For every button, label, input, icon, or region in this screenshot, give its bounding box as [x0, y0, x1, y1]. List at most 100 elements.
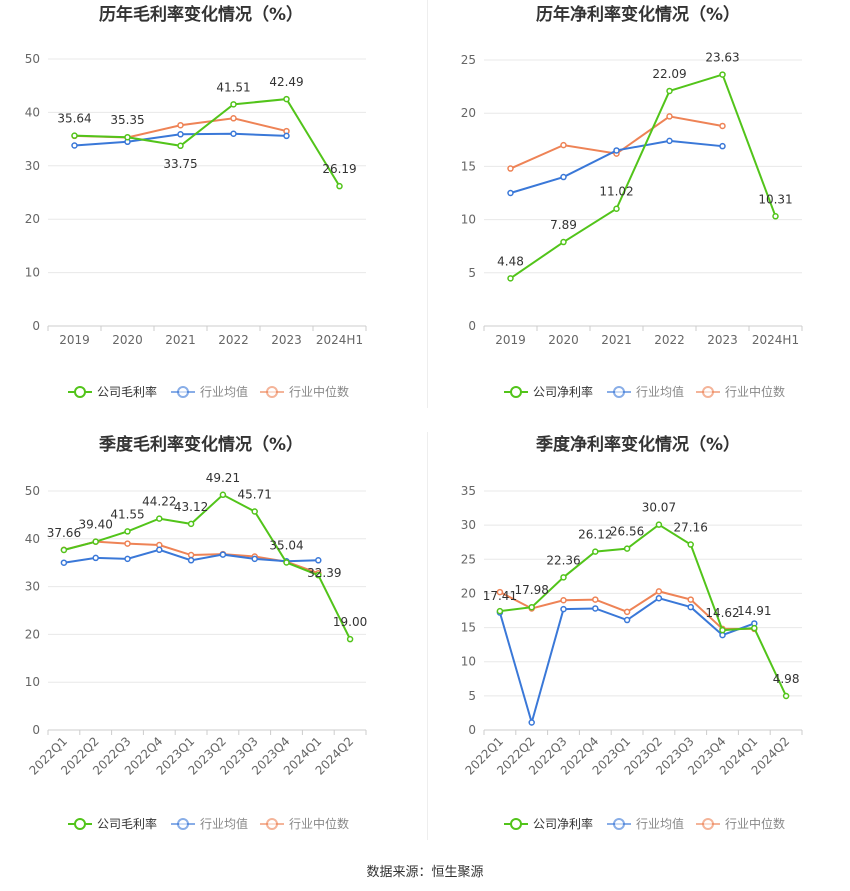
data-label: 39.40 — [79, 518, 113, 532]
data-point-company — [772, 213, 779, 220]
data-point-company — [782, 692, 790, 700]
data-label: 43.12 — [174, 500, 208, 514]
data-point-industry_avg — [124, 555, 131, 563]
y-tick-label: 15 — [461, 159, 476, 173]
data-point-industry_avg — [655, 594, 663, 602]
legend-label: 行业中位数 — [725, 384, 785, 399]
data-point-industry_median — [560, 597, 567, 604]
data-label: 7.89 — [550, 218, 577, 232]
data-point-company — [613, 205, 620, 212]
legend-marker — [74, 818, 86, 830]
y-tick-label: 0 — [468, 723, 476, 737]
data-point-industry_median — [560, 141, 567, 149]
data-label: 49.21 — [206, 471, 240, 485]
data-point-company — [92, 538, 99, 545]
data-label: 44.22 — [142, 495, 176, 509]
series-line-company — [63, 493, 351, 640]
panel-divider-top — [427, 0, 428, 408]
data-label: 14.91 — [737, 604, 771, 618]
data-label: 37.66 — [47, 526, 81, 540]
data-point-industry_avg — [230, 130, 237, 138]
legend-item-industry_median: 行业中位数 — [260, 816, 349, 831]
data-label: 35.64 — [57, 112, 91, 126]
data-label: 11.02 — [599, 185, 633, 199]
data-point-company — [623, 545, 631, 552]
data-point-industry_avg — [71, 142, 78, 149]
data-point-company — [71, 132, 78, 139]
chart-title: 季度毛利率变化情况（%） — [99, 434, 303, 455]
data-point-industry_median — [623, 608, 631, 616]
annual-gross-margin-chart: 历年毛利率变化情况（%） 0 10 20 30 40 50 2019 2020 2021 2022 2… — [0, 0, 425, 410]
y-tick-label: 20 — [25, 212, 40, 226]
data-point-company — [336, 182, 343, 190]
chart-svg: 季度毛利率变化情况（%）010203040502022Q12022Q22022Q… — [25, 434, 368, 831]
y-tick-label: 50 — [25, 52, 40, 66]
data-point-company — [251, 508, 258, 515]
y-tick-label: 10 — [461, 655, 476, 669]
data-point-industry_median — [507, 165, 514, 172]
data-point-company — [751, 624, 758, 632]
chart-title: 历年毛利率变化情况（%） — [99, 4, 303, 25]
legend-marker — [74, 386, 86, 398]
data-point-industry_median — [230, 115, 237, 122]
legend-marker — [177, 818, 189, 830]
y-tick-label: 25 — [461, 552, 476, 566]
data-point-company — [219, 491, 227, 499]
data-label: 10.31 — [758, 192, 792, 206]
legend-marker — [266, 386, 278, 398]
data-point-industry_avg — [60, 559, 68, 566]
y-tick-label: 5 — [468, 266, 476, 280]
data-point-industry_avg — [719, 142, 726, 150]
data-point-company — [124, 528, 131, 535]
legend-item-industry_median: 行业中位数 — [696, 384, 785, 399]
chart-svg: 历年毛利率变化情况（%） 0 10 20 30 40 50 2019 2020 2021 2022 2… — [25, 4, 367, 399]
x-tick-label: 2024H1 — [752, 333, 799, 347]
data-point-industry_median — [187, 551, 195, 559]
data-point-industry_median — [655, 588, 663, 595]
legend-label: 公司净利率 — [533, 384, 593, 399]
data-label: 17.98 — [515, 583, 549, 597]
legend-item-industry_median: 行业中位数 — [696, 816, 785, 831]
series-line-company — [74, 98, 341, 187]
series-line-company — [509, 73, 777, 280]
data-point-company — [283, 559, 290, 566]
data-point-company — [60, 546, 68, 554]
y-tick-label: 0 — [32, 319, 40, 333]
data-point-industry_avg — [283, 132, 290, 140]
data-point-company — [507, 275, 514, 282]
legend-item-industry_avg: 行业均值 — [607, 384, 684, 399]
legend-marker — [510, 386, 522, 398]
legend-item-company: 公司净利率 — [504, 384, 593, 399]
legend-label: 行业均值 — [200, 816, 248, 831]
legend-marker — [510, 818, 522, 830]
legend-item-company: 公司净利率 — [504, 816, 593, 831]
data-point-industry_avg — [177, 131, 184, 138]
data-point-industry_median — [666, 113, 673, 120]
data-label: 4.98 — [773, 672, 800, 686]
data-label: 22.09 — [652, 67, 686, 81]
x-tick-label: 2022 — [218, 333, 249, 347]
data-point-industry_median — [687, 596, 694, 603]
legend-label: 行业均值 — [636, 384, 684, 399]
chart-svg: 历年净利率变化情况（%） 0 5 10 15 20 25 2019 2020 2021 2022 20… — [461, 4, 803, 399]
y-tick-label: 30 — [25, 580, 40, 594]
legend-item-industry_median: 行业中位数 — [260, 384, 349, 399]
data-point-company — [187, 520, 195, 528]
legend-label: 行业均值 — [636, 816, 684, 831]
data-point-industry_avg — [613, 147, 620, 154]
data-point-industry_avg — [623, 616, 631, 624]
legend-label: 行业中位数 — [725, 816, 785, 831]
panel-divider-bottom — [427, 432, 428, 840]
y-tick-label: 15 — [461, 621, 476, 635]
data-label: 45.71 — [238, 488, 272, 502]
data-label: 17.41 — [483, 589, 517, 603]
data-point-company — [666, 87, 673, 95]
y-tick-label: 40 — [25, 532, 40, 546]
data-point-company — [177, 142, 184, 150]
data-point-company — [592, 548, 599, 555]
x-tick-label: 2022 — [654, 333, 685, 347]
data-point-industry_avg — [687, 603, 694, 611]
data-label: 41.51 — [216, 80, 250, 94]
data-label: 19.00 — [333, 615, 367, 629]
data-point-industry_median — [496, 588, 504, 596]
